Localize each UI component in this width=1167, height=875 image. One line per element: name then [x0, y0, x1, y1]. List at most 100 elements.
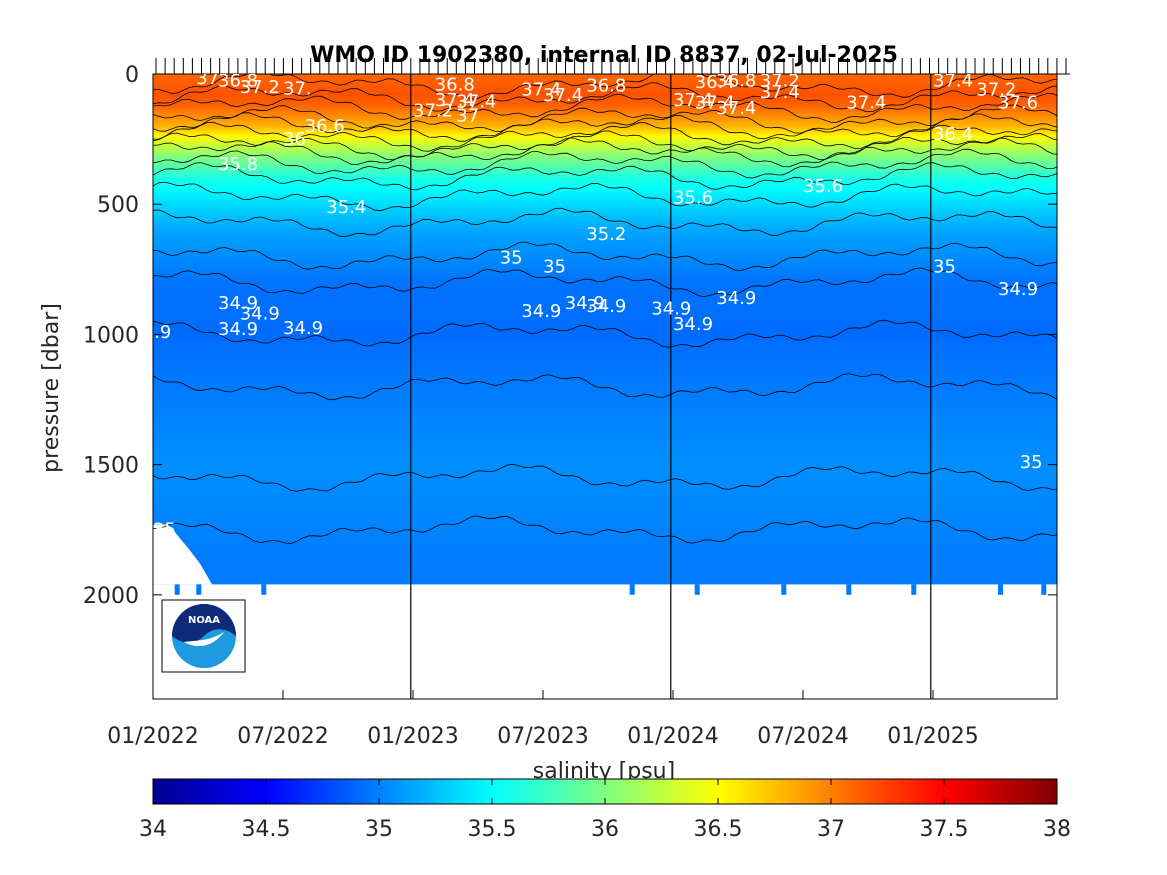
contour-label: 34.9 [131, 322, 171, 343]
profile-depth-spike [629, 584, 635, 595]
x-tick-label: 01/2025 [887, 724, 978, 749]
contour-label: 37 [456, 106, 479, 127]
contour-label: 37.4 [695, 93, 735, 114]
colorbar-tick-label: 37.5 [920, 817, 969, 842]
contour-label: 35.2 [586, 224, 626, 245]
contour-label: 36.8 [716, 71, 756, 92]
contour-lines [153, 74, 1057, 544]
contour-label: 34.9 [586, 296, 626, 317]
y-tick-label: 500 [97, 193, 139, 218]
profile-depth-spike [781, 584, 787, 595]
contour-label: 37.4 [760, 82, 800, 103]
x-tick-labels: 01/2022 07/2022 01/2023 07/2023 01/2024 07/20… [107, 724, 978, 749]
contour-label: 34.9 [716, 288, 756, 309]
contour-label: 34.9 [673, 314, 713, 335]
contour-label: 37.4 [716, 98, 756, 119]
x-tick-label: 07/2022 [237, 724, 328, 749]
contour-label: 37. [283, 78, 312, 99]
contour-line [153, 82, 1057, 113]
contour-label: 34.9 [240, 304, 280, 325]
contour-label: 36.8 [435, 74, 475, 95]
contour-label: 35 [933, 257, 956, 278]
y-axis-label: pressure [dbar] [39, 303, 64, 473]
contour-label: 35 [153, 520, 176, 541]
colorbar-tick-label: 34.5 [242, 817, 291, 842]
profile-depth-spike [911, 584, 917, 595]
contour-label: 37.4 [543, 85, 583, 106]
x-tick-label: 01/2024 [627, 724, 718, 749]
contour-line [153, 241, 1057, 272]
contour-label: 35 [1020, 452, 1043, 473]
noaa-logo-text: NOAA [188, 615, 220, 626]
y-tick-label: 2000 [83, 584, 139, 609]
profile-depth-spike [846, 584, 852, 595]
profile-depth-spike [174, 584, 180, 595]
x-tick-label: 01/2023 [367, 724, 458, 749]
contour-label: 36 [283, 129, 306, 150]
contour-line [153, 515, 1057, 544]
contour-line [153, 319, 1057, 348]
contour-label: 34.9 [998, 279, 1038, 300]
contour-label: 36.6 [305, 116, 345, 137]
contour-label: 35.8 [218, 154, 258, 175]
contour-label: 34.9 [218, 319, 258, 340]
colorbar-tick-label: 35.5 [468, 817, 517, 842]
contour-label: 37.6 [998, 93, 1038, 114]
contour-label: 35 [543, 257, 566, 278]
contour-line [153, 93, 1057, 123]
contour-label: 36.8 [218, 71, 258, 92]
contour-line [153, 148, 1057, 179]
profile-depth-spike [196, 584, 202, 595]
contour-line [153, 112, 1057, 142]
contour-label: 34.9 [651, 298, 691, 319]
contour-line [153, 162, 1057, 191]
contour-line [153, 121, 1057, 152]
contour-line [153, 104, 1057, 134]
contour-label: 37.4 [521, 80, 561, 101]
contour-label: 37.4 [933, 71, 973, 92]
x-tick-label: 07/2024 [757, 724, 848, 749]
contour-label: 34.9 [218, 293, 258, 314]
contour-label: 35.6 [673, 188, 713, 209]
contour-label: 37.4 [456, 91, 496, 112]
profile-depth-spike [1041, 584, 1047, 595]
contour-line [153, 373, 1057, 401]
contour-label: 35 [500, 248, 523, 269]
contour-label: 37.4 [846, 93, 886, 114]
x-tick-label: 01/2022 [107, 724, 198, 749]
contour-label: 37.2 [976, 80, 1016, 101]
contour-line [153, 74, 1057, 100]
profile-depth-spike [694, 584, 700, 595]
contour-line [153, 463, 1057, 492]
y-tick-labels: 0 500 1000 1500 2000 [83, 63, 139, 609]
y-tick-label: 1000 [83, 323, 139, 348]
contour-line [153, 130, 1057, 161]
contour-label: 35.4 [326, 197, 366, 218]
noaa-logo: NOAA [161, 599, 246, 673]
profile-tick-marks [153, 58, 1070, 75]
profile-depth-spike [261, 584, 267, 595]
contour-label: 36.4 [695, 72, 735, 93]
contour-label: 34.9 [283, 318, 323, 339]
chart-title: WMO ID 1902380, internal ID 8837, 02-Jul… [310, 43, 898, 68]
colorbar-tick-labels: 34 34.5 35 35.5 36 36.5 37 37.5 38 [139, 817, 1071, 842]
contour-line [153, 207, 1057, 238]
contour-label: 35.6 [803, 176, 843, 197]
contour-label: 34.9 [521, 301, 561, 322]
contour-label: 37.2 [760, 71, 800, 92]
contour-line [153, 137, 1057, 168]
y-tick-label: 1500 [83, 454, 139, 479]
profile-depth-spike [998, 584, 1003, 595]
contour-label: 37.4 [673, 90, 713, 111]
y-tick-label: 0 [125, 63, 139, 88]
no-data-mask [153, 524, 212, 585]
contour-label: 36.4 [933, 124, 973, 145]
axis-ticks [152, 73, 1057, 699]
contour-label: 34.9 [565, 293, 605, 314]
contour-line [153, 267, 1057, 298]
year-boundary-lines [410, 74, 932, 699]
contour-line [153, 181, 1057, 212]
colorbar-tick-label: 36 [591, 817, 619, 842]
x-tick-label: 07/2023 [497, 724, 588, 749]
